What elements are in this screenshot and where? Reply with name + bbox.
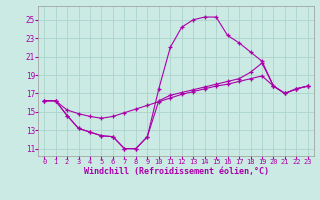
X-axis label: Windchill (Refroidissement éolien,°C): Windchill (Refroidissement éolien,°C) <box>84 167 268 176</box>
